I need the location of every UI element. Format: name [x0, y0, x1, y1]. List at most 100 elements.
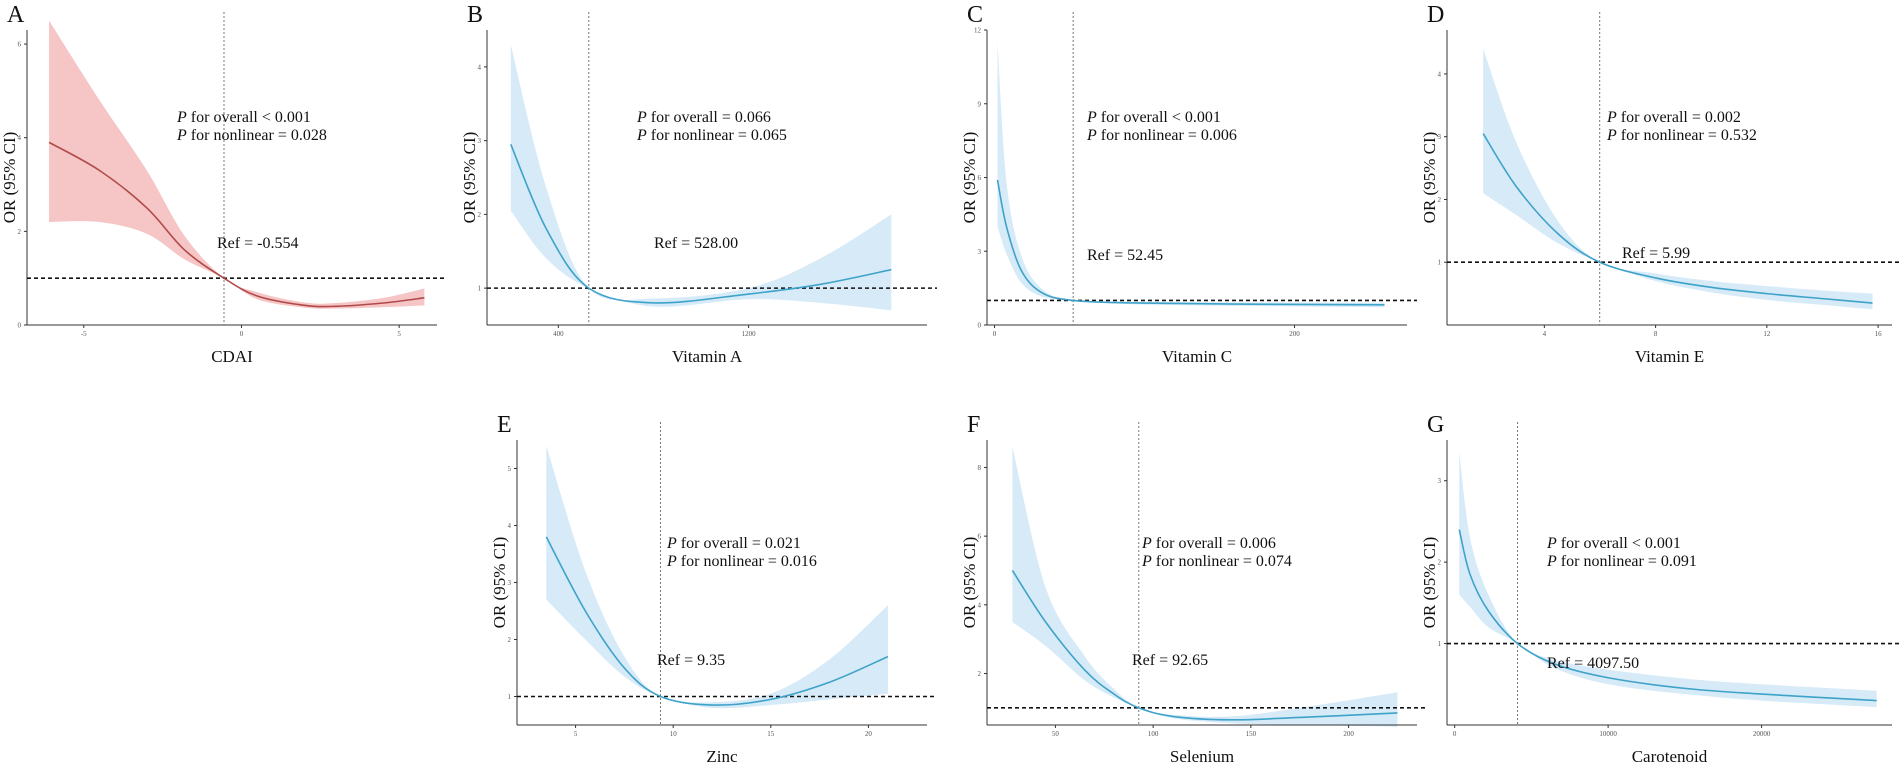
y-tick-label: 2 — [508, 636, 512, 644]
or-curve — [510, 143, 892, 304]
y-tick-label: 9 — [978, 100, 982, 108]
y-tick-label: 1 — [1438, 640, 1442, 648]
p-overall-text: P for overall = 0.006 — [1141, 535, 1276, 552]
panel-f: F 2 4 6 8 50 100 150 200 Selenium OR (95% CI) P for… — [960, 412, 1427, 766]
x-tick-label: 20000 — [1753, 730, 1771, 738]
ref-label: Ref = 5.99 — [1622, 245, 1690, 262]
ci-band — [997, 42, 1385, 308]
x-tick-label: 0 — [240, 330, 244, 338]
ref-label: Ref = 92.65 — [1132, 652, 1208, 669]
x-axis-label: Vitamin A — [672, 347, 743, 366]
ref-label: Ref = 528.00 — [654, 235, 738, 252]
y-axis-label: OR (95% CI) — [1420, 537, 1439, 629]
y-tick-label: 3 — [508, 579, 512, 587]
ref-label: Ref = 52.45 — [1087, 247, 1163, 264]
x-tick-label: 0 — [1453, 730, 1457, 738]
y-tick-label: 0 — [978, 322, 982, 330]
y-tick-label: 8 — [978, 464, 982, 472]
p-nonlinear-text: P for nonlinear = 0.074 — [1141, 553, 1292, 570]
panel-b: B 1 2 3 4 400 1200 Vitamin A OR (95% CI) P for ov… — [460, 2, 937, 366]
y-tick-label: 3 — [978, 248, 982, 256]
y-tick-label: 12 — [974, 27, 982, 35]
ci-band — [1012, 446, 1398, 727]
x-tick-label: 15 — [767, 730, 775, 738]
panel-letter: B — [467, 2, 483, 28]
x-tick-label: 1200 — [742, 330, 757, 338]
or-curve — [1011, 570, 1398, 721]
x-axis-label: CDAI — [211, 347, 253, 366]
x-tick-label: -5 — [81, 330, 87, 338]
or-curve — [48, 141, 425, 308]
ci-band — [49, 20, 425, 309]
p-nonlinear-text: P for nonlinear = 0.532 — [1606, 127, 1757, 144]
x-tick-label: 5 — [397, 330, 401, 338]
y-tick-label: 3 — [1438, 133, 1442, 141]
y-tick-label: 2 — [1438, 559, 1442, 567]
p-nonlinear-text: P for nonlinear = 0.065 — [636, 127, 787, 144]
p-overall-text: P for overall < 0.001 — [1086, 109, 1221, 126]
y-tick-label: 2 — [18, 228, 22, 236]
x-tick-label: 0 — [993, 330, 997, 338]
panel-letter: E — [497, 412, 512, 438]
ci-band — [546, 445, 888, 709]
y-axis-label: OR (95% CI) — [960, 132, 979, 224]
x-tick-label: 150 — [1246, 730, 1257, 738]
y-tick-label: 6 — [978, 174, 982, 182]
x-tick-label: 10 — [670, 730, 678, 738]
panel-e: E 1 2 3 4 5 5 10 15 20 Zinc OR (95% CI) P for overal… — [490, 412, 937, 766]
y-tick-label: 4 — [508, 522, 512, 530]
panel-c: C 0 3 6 9 12 0 200 Vitamin C OR (95% CI) P for ove… — [960, 2, 1417, 366]
x-tick-label: 12 — [1763, 330, 1771, 338]
ci-band — [1459, 452, 1877, 708]
y-tick-label: 6 — [18, 41, 22, 49]
or-curve — [1458, 529, 1877, 702]
x-axis-label: Vitamin E — [1635, 347, 1704, 366]
x-tick-label: 10000 — [1599, 730, 1617, 738]
p-nonlinear-text: P for nonlinear = 0.028 — [176, 127, 327, 144]
x-axis-label: Zinc — [706, 747, 738, 766]
y-tick-label: 3 — [1438, 477, 1442, 485]
y-tick-label: 4 — [478, 63, 482, 71]
panel-a: A 0 2 4 6 -5 0 5 CDAI OR (95% CI) P for overall < … — [0, 2, 447, 366]
or-curve — [996, 179, 1385, 306]
p-nonlinear-text: P for nonlinear = 0.091 — [1546, 553, 1697, 570]
x-tick-label: 400 — [553, 330, 564, 338]
x-tick-label: 4 — [1543, 330, 1547, 338]
p-nonlinear-text: P for nonlinear = 0.006 — [1086, 127, 1237, 144]
y-axis-label: OR (95% CI) — [1420, 132, 1439, 224]
p-overall-text: P for overall = 0.066 — [636, 109, 771, 126]
x-axis-label: Vitamin C — [1162, 347, 1232, 366]
p-overall-text: P for overall < 0.001 — [1546, 535, 1681, 552]
x-tick-label: 100 — [1148, 730, 1159, 738]
y-tick-label: 1 — [1438, 259, 1442, 267]
x-tick-label: 8 — [1654, 330, 1658, 338]
x-tick-label: 50 — [1052, 730, 1060, 738]
y-tick-label: 5 — [508, 465, 512, 473]
ci-band — [1483, 48, 1873, 310]
y-axis-label: OR (95% CI) — [960, 537, 979, 629]
p-overall-text: P for overall < 0.001 — [176, 109, 311, 126]
y-tick-label: 3 — [478, 137, 482, 145]
y-tick-label: 0 — [18, 322, 22, 330]
y-tick-label: 2 — [1438, 196, 1442, 204]
y-tick-label: 1 — [478, 285, 482, 293]
x-axis-label: Selenium — [1170, 747, 1234, 766]
panel-g: G 1 2 3 0 10000 20000 Carotenoid OR (95% CI) P fo… — [1420, 412, 1902, 766]
ref-label: Ref = 4097.50 — [1547, 655, 1639, 672]
x-tick-label: 200 — [1343, 730, 1354, 738]
p-overall-text: P for overall = 0.021 — [666, 535, 801, 552]
p-nonlinear-text: P for nonlinear = 0.016 — [666, 553, 817, 570]
x-tick-label: 16 — [1875, 330, 1883, 338]
or-curve — [1482, 133, 1873, 304]
ci-band — [510, 44, 892, 311]
panel-letter: G — [1427, 412, 1444, 438]
y-axis-label: OR (95% CI) — [0, 132, 19, 224]
y-tick-label: 4 — [1438, 70, 1442, 78]
y-axis-label: OR (95% CI) — [460, 132, 479, 224]
y-tick-label: 2 — [978, 670, 982, 678]
x-tick-label: 20 — [865, 730, 873, 738]
x-axis-label: Carotenoid — [1632, 747, 1708, 766]
panel-letter: D — [1427, 2, 1444, 28]
